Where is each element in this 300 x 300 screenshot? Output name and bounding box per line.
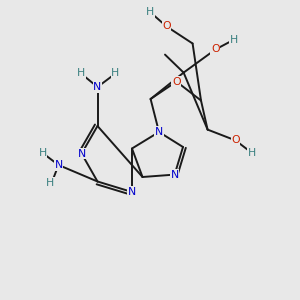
Text: O: O	[172, 76, 181, 87]
Text: H: H	[38, 148, 47, 158]
Text: N: N	[77, 148, 86, 159]
Text: O: O	[211, 44, 220, 55]
Text: N: N	[93, 82, 102, 92]
Text: H: H	[248, 148, 256, 158]
Text: H: H	[46, 178, 54, 188]
Text: O: O	[162, 21, 171, 32]
Text: H: H	[146, 7, 154, 17]
Text: H: H	[230, 34, 238, 45]
Text: N: N	[128, 187, 136, 197]
Text: O: O	[231, 135, 240, 146]
Text: H: H	[77, 68, 85, 79]
Text: N: N	[170, 169, 179, 180]
Text: N: N	[155, 127, 163, 137]
Text: H: H	[111, 68, 120, 79]
Text: N: N	[54, 160, 63, 170]
